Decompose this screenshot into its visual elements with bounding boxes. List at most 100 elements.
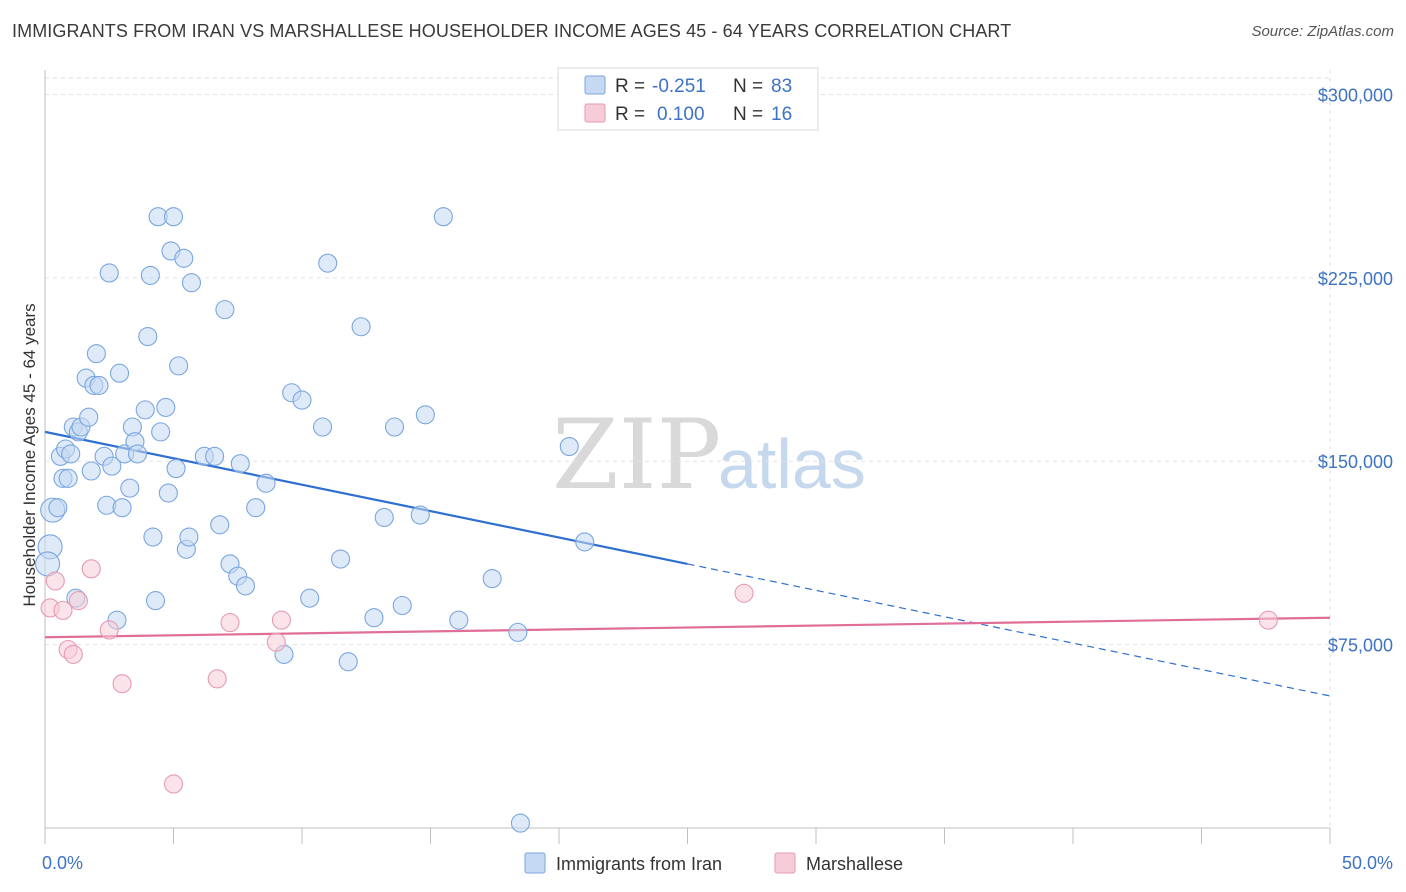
- point-iran: [158, 483, 178, 503]
- point-iran: [510, 813, 531, 833]
- point-iran: [384, 417, 405, 437]
- legend-r-value-marshallese: 0.100: [657, 104, 705, 125]
- point-iran: [508, 622, 528, 642]
- point-marshallese: [68, 591, 88, 611]
- point-iran: [156, 397, 176, 417]
- point-iran: [138, 326, 158, 347]
- chart-source: Source: ZipAtlas.com: [1251, 23, 1394, 40]
- point-marshallese: [266, 632, 286, 652]
- point-iran: [449, 610, 469, 630]
- point-iran: [364, 608, 384, 628]
- trend-line-iran-extension: [687, 563, 1331, 697]
- legend-n-label-marshallese: N =: [733, 104, 763, 125]
- point-iran: [256, 473, 276, 493]
- y-tick-label: $150,000: [1318, 452, 1393, 472]
- point-marshallese: [45, 571, 65, 591]
- legend-r-label-iran: R =: [615, 76, 645, 97]
- point-iran: [318, 253, 338, 273]
- point-iran: [120, 478, 140, 498]
- legend-r-value-iran: -0.251: [652, 76, 706, 97]
- point-iran: [86, 344, 106, 364]
- point-iran: [143, 527, 163, 547]
- bottom-legend: Immigrants from Iran Marshallese: [524, 852, 903, 874]
- axes: [44, 70, 1331, 844]
- point-marshallese: [81, 559, 101, 579]
- bottom-legend-label-marshallese: Marshallese: [806, 854, 903, 874]
- point-iran: [313, 417, 333, 437]
- watermark-atlas: atlas: [718, 425, 866, 503]
- point-iran: [48, 498, 68, 518]
- point-iran: [58, 468, 78, 488]
- point-iran: [109, 363, 130, 383]
- legend-n-label-iran: N =: [733, 76, 763, 97]
- x-tick-label-start: 0.0%: [42, 853, 83, 873]
- point-marshallese: [734, 583, 754, 603]
- point-iran: [374, 507, 394, 528]
- point-marshallese: [53, 600, 73, 620]
- point-iran: [89, 375, 109, 395]
- point-iran: [392, 595, 412, 616]
- point-iran: [102, 456, 122, 476]
- point-iran: [99, 263, 119, 283]
- point-iran: [135, 400, 155, 420]
- point-marshallese: [271, 610, 291, 630]
- point-iran: [79, 407, 99, 427]
- chart-title: IMMIGRANTS FROM IRAN VS MARSHALLESE HOUS…: [12, 21, 1012, 41]
- point-iran: [575, 532, 595, 552]
- point-iran: [166, 459, 186, 479]
- legend-r-label-marshallese: R =: [615, 104, 645, 125]
- point-marshallese: [163, 774, 184, 794]
- y-axis-label: Householder Income Ages 45 - 64 years: [20, 303, 39, 606]
- point-iran: [246, 498, 266, 518]
- point-iran: [292, 390, 312, 410]
- point-iran: [140, 265, 160, 285]
- y-tick-labels: $75,000 $150,000 $225,000 $300,000: [1318, 85, 1393, 655]
- point-marshallese: [99, 620, 119, 640]
- legend-swatch-iran: [584, 75, 606, 95]
- point-iran: [230, 454, 250, 474]
- point-iran: [181, 273, 202, 293]
- point-iran: [210, 515, 230, 535]
- legend: R = -0.251 N = 83 R = 0.100 N = 16: [557, 67, 819, 131]
- point-iran: [559, 437, 579, 457]
- point-iran: [205, 446, 225, 466]
- point-iran: [151, 422, 171, 442]
- point-marshallese: [63, 644, 83, 664]
- point-iran: [330, 549, 351, 569]
- point-iran: [174, 248, 194, 268]
- data-points: [35, 207, 1278, 833]
- point-marshallese: [112, 674, 132, 694]
- point-iran: [415, 405, 435, 425]
- point-iran: [61, 444, 81, 464]
- point-iran: [145, 591, 166, 611]
- point-marshallese: [207, 669, 227, 689]
- x-tick-label-end: 50.0%: [1342, 853, 1393, 873]
- point-iran: [127, 444, 148, 464]
- point-iran: [81, 461, 101, 481]
- y-tick-label: $225,000: [1318, 269, 1393, 289]
- point-iran: [300, 588, 320, 608]
- point-iran: [112, 498, 132, 518]
- bottom-legend-swatch-marshallese: [774, 852, 796, 874]
- point-iran: [482, 569, 502, 589]
- y-tick-label: $300,000: [1318, 85, 1393, 105]
- point-iran: [235, 576, 256, 596]
- point-iran: [179, 527, 199, 547]
- trend-line-marshallese: [44, 616, 1331, 639]
- point-marshallese: [220, 613, 240, 633]
- point-iran: [215, 300, 235, 320]
- point-iran: [433, 207, 453, 227]
- point-marshallese: [1258, 610, 1278, 630]
- point-iran: [351, 317, 371, 337]
- point-iran: [163, 207, 184, 227]
- point-iran: [410, 505, 430, 525]
- bottom-legend-label-iran: Immigrants from Iran: [556, 854, 722, 874]
- legend-n-value-marshallese: 16: [771, 104, 792, 125]
- y-tick-label: $75,000: [1328, 636, 1393, 656]
- watermark-zip: ZIP: [552, 399, 721, 511]
- bottom-legend-swatch-iran: [524, 852, 546, 874]
- x-tick-labels: 0.0% 50.0%: [42, 853, 1393, 873]
- point-iran: [338, 652, 358, 672]
- point-iran: [169, 356, 189, 376]
